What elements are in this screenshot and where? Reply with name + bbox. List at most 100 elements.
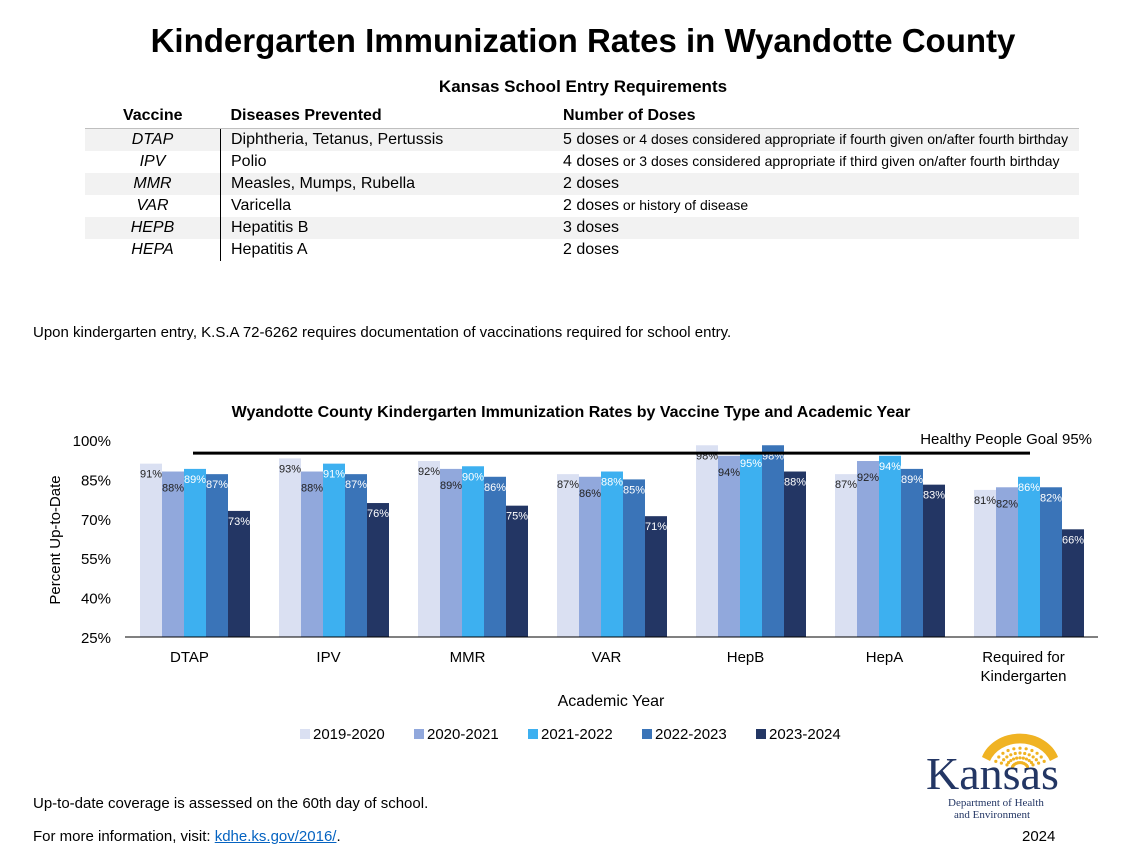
y-tick-label: 100% bbox=[73, 433, 111, 450]
legend-swatch bbox=[642, 729, 652, 739]
doses-value: 3 doses bbox=[563, 219, 620, 236]
data-label: 88% bbox=[301, 483, 323, 495]
legend-label: 2021-2022 bbox=[541, 726, 613, 743]
data-label: 88% bbox=[601, 477, 623, 489]
data-label: 88% bbox=[784, 477, 806, 489]
data-label: 89% bbox=[440, 480, 462, 492]
svg-text:Department of Health: Department of Health bbox=[948, 797, 1044, 809]
doses-cell: 4 doses or 3 doses considered appropriat… bbox=[563, 151, 1079, 173]
bar bbox=[835, 474, 857, 637]
bar bbox=[784, 471, 806, 637]
bar bbox=[184, 468, 206, 637]
header-diseases: Diseases Prevented bbox=[220, 104, 563, 129]
vaccine-cell: DTAP bbox=[85, 128, 221, 151]
header-vaccine: Vaccine bbox=[85, 104, 221, 129]
bar bbox=[579, 476, 601, 637]
table-row: IPV Polio 4 doses or 3 doses considered … bbox=[85, 151, 1079, 173]
data-label: 86% bbox=[484, 482, 506, 494]
data-label: 82% bbox=[1040, 492, 1062, 504]
data-label: 82% bbox=[996, 498, 1018, 510]
doses-cell: 5 doses or 4 doses considered appropriat… bbox=[563, 128, 1079, 151]
data-label: 92% bbox=[857, 472, 879, 484]
x-tick-label: HepA bbox=[866, 649, 904, 666]
immunization-chart: Wyandotte County Kindergarten Immunizati… bbox=[47, 404, 1098, 743]
legend-label: 2020-2021 bbox=[427, 726, 499, 743]
goal-label: Healthy People Goal 95% bbox=[920, 431, 1092, 448]
legend-label: 2023-2024 bbox=[769, 726, 841, 743]
bar bbox=[718, 455, 740, 637]
doses-cell: 2 doses bbox=[563, 239, 1079, 261]
data-label: 87% bbox=[206, 479, 228, 491]
data-label: 89% bbox=[901, 474, 923, 486]
table-row: DTAP Diphtheria, Tetanus, Pertussis 5 do… bbox=[85, 128, 1079, 151]
data-label: 91% bbox=[323, 469, 345, 481]
bar bbox=[923, 484, 945, 637]
bar bbox=[323, 463, 345, 637]
doses-value: 2 doses bbox=[563, 241, 620, 258]
x-tick-label: Required for bbox=[982, 649, 1065, 666]
x-axis-label: Academic Year bbox=[558, 693, 665, 710]
more-info-text: For more information, visit: bbox=[33, 828, 215, 845]
data-label: 94% bbox=[879, 461, 901, 473]
bar bbox=[857, 461, 879, 637]
bar bbox=[601, 471, 623, 637]
x-tick-label: MMR bbox=[450, 649, 486, 666]
table-row: HEPA Hepatitis A 2 doses bbox=[85, 239, 1079, 261]
y-tick-label: 70% bbox=[81, 512, 111, 529]
bar bbox=[140, 463, 162, 637]
data-label: 87% bbox=[557, 479, 579, 491]
x-tick-label: IPV bbox=[316, 649, 340, 666]
bar bbox=[440, 468, 462, 637]
bar bbox=[279, 458, 301, 637]
y-tick-label: 55% bbox=[81, 551, 111, 568]
table-row: HEPB Hepatitis B 3 doses bbox=[85, 217, 1079, 239]
kdhe-logo: Kansas Department of Health and Environm… bbox=[926, 733, 1059, 821]
coverage-note: Up-to-date coverage is assessed on the 6… bbox=[33, 795, 429, 812]
y-tick-label: 40% bbox=[81, 591, 111, 608]
more-info-end: . bbox=[336, 828, 341, 845]
more-info: For more information, visit: kdhe.ks.gov… bbox=[33, 828, 341, 845]
data-label: 89% bbox=[184, 474, 206, 486]
bar bbox=[206, 474, 228, 637]
header-doses: Number of Doses bbox=[563, 104, 1079, 129]
bar bbox=[1062, 529, 1084, 637]
data-label: 85% bbox=[623, 484, 645, 496]
diseases-cell: Hepatitis A bbox=[231, 241, 308, 258]
data-label: 94% bbox=[718, 467, 740, 479]
legend-label: 2019-2020 bbox=[313, 726, 385, 743]
x-tick-label: DTAP bbox=[170, 649, 209, 666]
bar bbox=[367, 503, 389, 637]
diseases-cell: Measles, Mumps, Rubella bbox=[220, 173, 563, 195]
data-label: 87% bbox=[345, 479, 367, 491]
bar bbox=[162, 471, 184, 637]
diseases-cell: Hepatitis B bbox=[220, 217, 563, 239]
data-label: 75% bbox=[506, 511, 528, 523]
data-label: 95% bbox=[740, 458, 762, 470]
bar bbox=[228, 510, 250, 637]
bar bbox=[996, 487, 1018, 637]
doses-cell: 3 doses bbox=[563, 217, 1079, 239]
vaccine-cell: MMR bbox=[85, 173, 221, 195]
legend-swatch bbox=[300, 729, 310, 739]
doses-value: 4 doses bbox=[563, 153, 620, 170]
vaccine-cell: HEPB bbox=[85, 217, 221, 239]
doses-value: 2 doses bbox=[563, 197, 620, 214]
table-header-row: Vaccine Diseases Prevented Number of Dos… bbox=[85, 104, 1079, 129]
table-row: VAR Varicella 2 doses or history of dise… bbox=[85, 195, 1079, 217]
bar bbox=[557, 474, 579, 637]
bar bbox=[1040, 487, 1062, 637]
bar bbox=[974, 489, 996, 637]
data-label: 91% bbox=[140, 469, 162, 481]
data-label: 73% bbox=[228, 516, 250, 528]
data-label: 86% bbox=[579, 488, 601, 500]
y-axis-label: Percent Up-to-Date bbox=[47, 475, 64, 604]
svg-text:Kansas: Kansas bbox=[926, 748, 1059, 799]
vaccine-cell: HEPA bbox=[85, 239, 221, 261]
bar bbox=[879, 455, 901, 637]
doses-note: or history of disease bbox=[619, 197, 749, 213]
kdhe-link[interactable]: kdhe.ks.gov/2016/ bbox=[214, 828, 337, 845]
legend-swatch bbox=[756, 729, 766, 739]
data-label: 81% bbox=[974, 495, 996, 507]
bar bbox=[623, 479, 645, 637]
